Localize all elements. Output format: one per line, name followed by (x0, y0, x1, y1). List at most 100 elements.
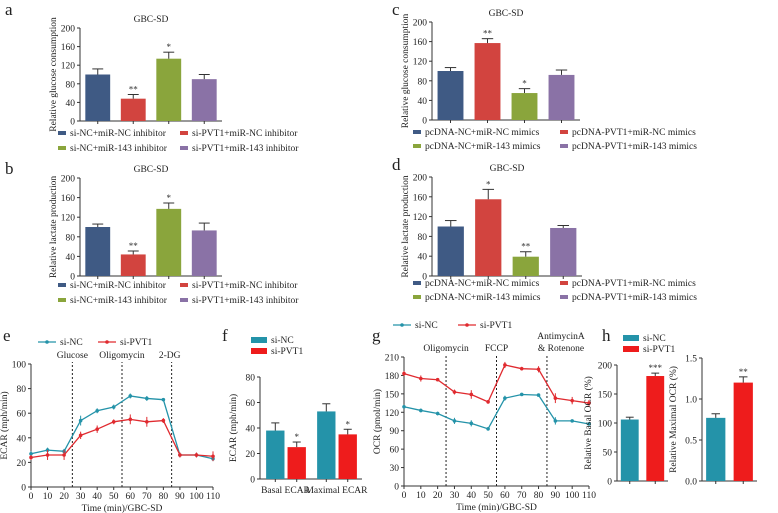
y-tick-label: 1.5 (685, 355, 697, 365)
category-label: Maximal ECAR (305, 486, 368, 496)
x-tick-label: 80 (159, 492, 169, 502)
x-axis-label: Time (min)/GBC-SD (456, 502, 537, 513)
bar (120, 254, 146, 276)
data-point (128, 394, 133, 398)
x-tick-label: 0 (402, 491, 407, 501)
y-tick-label: 40 (418, 97, 428, 107)
data-point (435, 411, 440, 416)
y-tick-label: 0 (70, 118, 75, 128)
y-axis-label: ECAR (mph/min) (0, 391, 10, 459)
legend-label: pcDNA-NC+miR-143 mimics (425, 293, 541, 303)
y-axis-label: Relative glucose consumption (401, 14, 411, 129)
legend-label: si-PVT1 (120, 338, 152, 348)
data-point (452, 419, 457, 423)
data-point (402, 371, 406, 376)
legend-marker (105, 340, 109, 344)
data-point (29, 455, 33, 460)
legend-label: si-PVT1+miR-NC inhibitor (192, 129, 298, 139)
x-tick-label: 70 (142, 492, 152, 502)
bar (475, 199, 502, 276)
legend-label: pcDNA-PVT1+miR-NC mimics (572, 128, 696, 138)
x-tick-label: 70 (517, 491, 527, 501)
legend-label: si-NC+miR-143 inhibitor (70, 144, 168, 154)
y-tick-label: 0.0 (685, 478, 697, 488)
y-tick-label: 60 (17, 410, 27, 420)
y-tick-label: 120 (61, 214, 76, 224)
panel-label-a: a (5, 0, 13, 19)
y-tick-label: 30 (390, 464, 400, 474)
significance-marker: ** (129, 84, 139, 94)
x-tick-label: 30 (76, 492, 86, 502)
category-label: Basal ECAR (261, 486, 310, 496)
data-point (486, 400, 490, 404)
x-tick-label: 90 (551, 491, 561, 501)
x-tick-label: 40 (467, 491, 477, 501)
y-axis-label: Relative lactate production (49, 176, 59, 279)
x-tick-label: 110 (582, 491, 596, 501)
y-tick-label: 160 (61, 43, 76, 53)
legend-label: pcDNA-PVT1+miR-143 mimics (572, 293, 697, 303)
x-tick-label: 10 (43, 492, 53, 502)
y-tick-label: 60 (390, 446, 400, 456)
bar (85, 74, 111, 121)
x-tick-label: 30 (450, 491, 460, 501)
bar (474, 43, 501, 120)
legend-swatch (560, 144, 568, 148)
data-point (161, 418, 166, 423)
y-tick-label: 20 (17, 459, 27, 469)
legend-swatch (413, 144, 421, 148)
data-point (45, 453, 50, 457)
x-tick-label: 90 (175, 492, 185, 502)
y-tick-label: 40 (418, 253, 428, 263)
x-axis-label: Time (min)/GBC-SD (82, 503, 163, 513)
panel-label-h: h (602, 326, 611, 345)
bar (120, 98, 146, 121)
y-tick-label: 0 (70, 273, 75, 283)
significance-marker: * (294, 432, 299, 442)
panel-label-d: d (392, 155, 401, 174)
bar (550, 227, 577, 276)
legend-swatch (560, 281, 568, 285)
y-tick-label: 80 (66, 80, 76, 90)
y-axis-label: OCR (pmol/min) (372, 389, 383, 454)
y-tick-label: 100 (598, 420, 613, 430)
y-tick-label: 120 (413, 58, 428, 68)
significance-marker: ** (521, 242, 531, 252)
legend-swatch (180, 298, 188, 302)
x-tick-label: 60 (126, 492, 136, 502)
legend-label: si-PVT1 (480, 321, 512, 331)
series-line (403, 393, 590, 430)
legend-swatch (180, 283, 188, 287)
legend-label: pcDNA-NC+miR-NC mimics (425, 128, 540, 138)
data-point (145, 420, 149, 424)
legend-swatch (623, 346, 639, 352)
injection-label: Glucose (57, 351, 88, 361)
legend-swatch (58, 283, 66, 287)
series-line (403, 364, 590, 404)
panel-label-b: b (5, 159, 14, 178)
data-point (553, 396, 558, 400)
bar (512, 256, 539, 276)
data-point (587, 422, 591, 426)
panel-label-g: g (372, 326, 381, 345)
data-point (111, 420, 116, 424)
x-tick-label: 80 (534, 491, 544, 501)
legend-swatch (623, 335, 639, 341)
legend-swatch (251, 348, 267, 354)
bar (437, 71, 464, 120)
data-point (519, 366, 524, 371)
bar (437, 226, 464, 276)
legend-label: si-NC (271, 336, 294, 346)
bar (706, 417, 726, 481)
y-tick-label: 200 (61, 175, 76, 185)
significance-marker: * (486, 179, 491, 189)
bar (287, 447, 306, 479)
y-tick-label: 200 (413, 174, 428, 184)
bar (156, 208, 182, 276)
legend-label: pcDNA-PVT1+miR-NC mimics (572, 279, 696, 289)
y-tick-label: 80 (66, 233, 76, 243)
data-point (95, 427, 99, 431)
y-tick-label: 100 (12, 361, 27, 371)
legend-swatch (413, 295, 421, 299)
data-point (78, 433, 83, 438)
